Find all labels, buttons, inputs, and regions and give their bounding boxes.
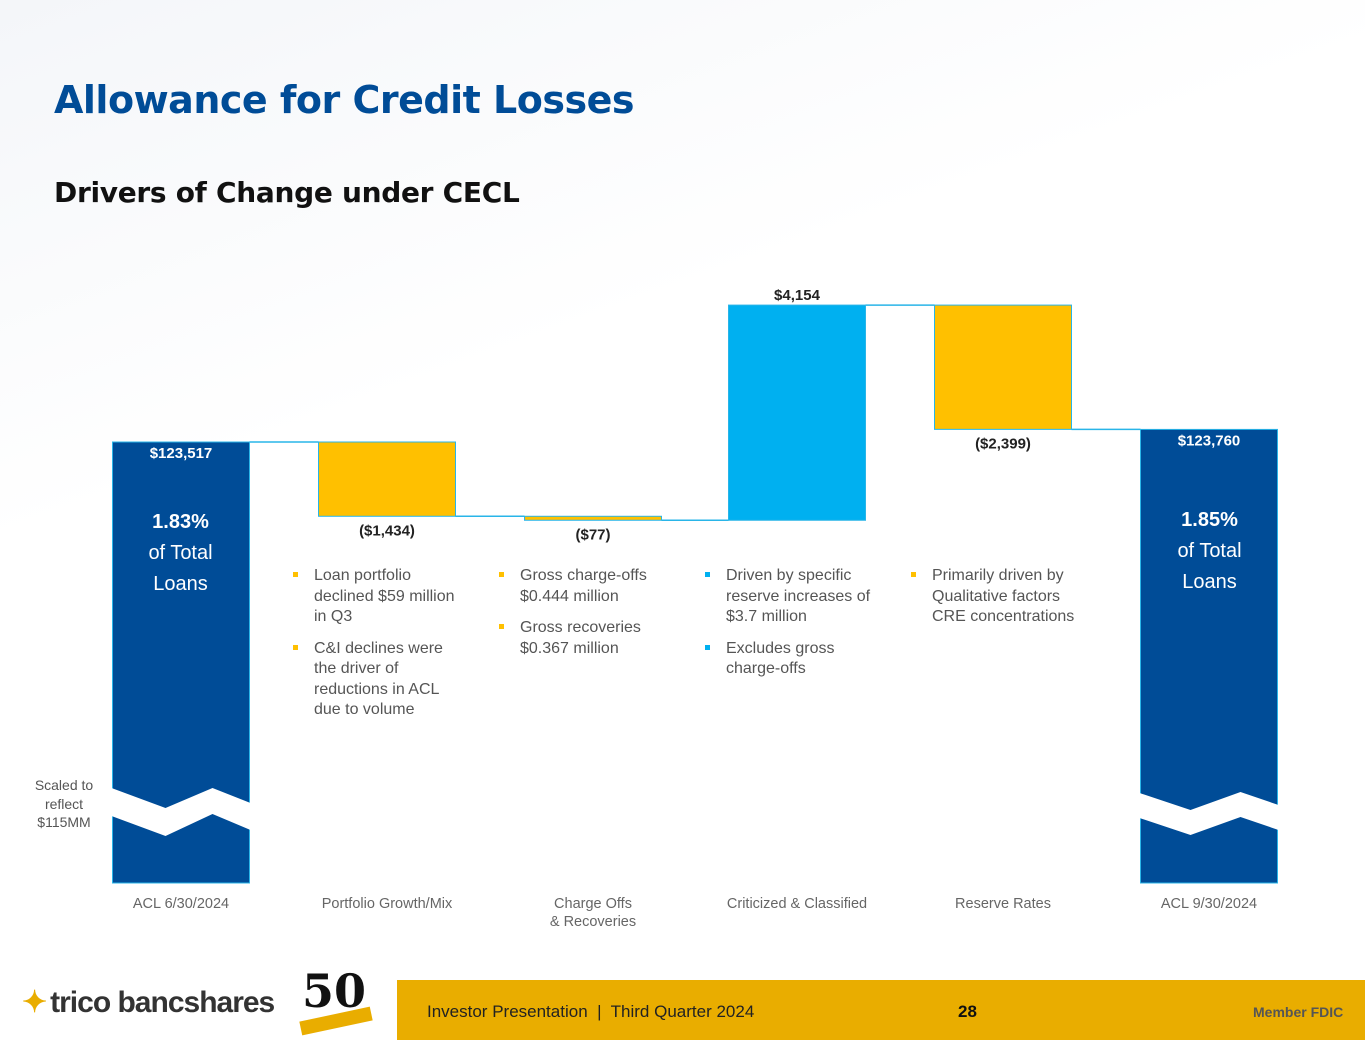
note-item: Gross charge-offs $0.444 million [495,566,665,607]
data-label: $123,760 [1178,432,1241,449]
footer-band [397,980,1365,1040]
waterfall-chart: $123,517 ACL 6/30/2024 ($1,434) Portfolio G… [111,287,1279,930]
data-label: ($77) [575,526,610,543]
category-label: Charge Offs [554,896,632,912]
category-label: & Recoveries [550,914,636,930]
bar-decrease [524,515,662,521]
pct-value: 1.85% [1181,509,1238,531]
logo-icon: ✦ [22,986,47,1019]
pct-label-end: 1.85% of Total Loans [1141,505,1278,598]
notes-chargeoffs: Gross charge-offs $0.444 million Gross r… [495,566,665,670]
data-label: $123,517 [150,445,213,462]
page-number: 28 [958,1002,977,1021]
category-label: Criticized & Classified [727,896,867,912]
category-label: Reserve Rates [955,896,1051,912]
note-item: Loan portfolio declined $59 million in Q… [289,566,459,628]
axis-break-mark [1139,792,1279,835]
notes-reserve-rates: Primarily driven by Qualitative factors … [907,566,1077,639]
pct-value: 1.83% [152,511,209,533]
company-logo: ✦ trico bancshares [22,985,275,1020]
note-item: Gross recoveries $0.367 million [495,618,665,659]
page-title: Allowance for Credit Losses [54,78,634,122]
notes-criticized: Driven by specific reserve increases of … [701,566,871,691]
category-label: ACL 6/30/2024 [133,896,229,912]
data-label: $4,154 [774,287,821,304]
category-label: Portfolio Growth/Mix [322,896,453,912]
bar-increase [728,304,866,521]
pct-text: of Total Loans [1177,540,1242,593]
notes-portfolio: Loan portfolio declined $59 million in Q… [289,566,459,732]
category-label: ACL 9/30/2024 [1161,896,1257,912]
note-item: Driven by specific reserve increases of … [701,566,871,628]
member-fdic: Member FDIC [1253,1004,1344,1020]
axis-break-mark [111,788,251,836]
logo-text: trico bancshares [50,986,275,1019]
note-item: Primarily driven by Qualitative factors … [907,566,1077,628]
presentation-title: Investor Presentation | Third Quarter 20… [427,1002,755,1021]
pct-text: of Total Loans [148,542,213,595]
bar-decrease [318,441,456,517]
note-item: Excludes gross charge-offs [701,639,871,680]
data-label: ($2,399) [975,435,1031,452]
bar-decrease [934,304,1072,430]
pct-label-start: 1.83% of Total Loans [112,507,249,600]
data-label: ($1,434) [359,522,415,539]
note-item: C&I declines were the driver of reductio… [289,639,459,721]
axis-break-note: Scaled to reflect $115MM [34,777,94,830]
page-subtitle: Drivers of Change under CECL [54,176,520,209]
